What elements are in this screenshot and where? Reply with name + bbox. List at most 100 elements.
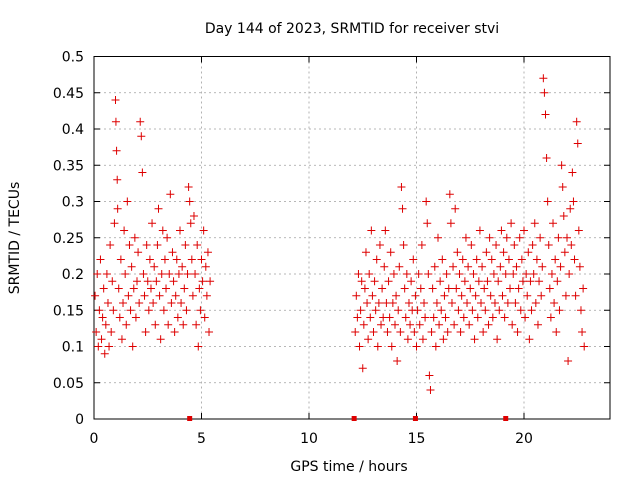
data-point	[445, 190, 454, 199]
data-point	[127, 262, 136, 271]
data-point	[107, 328, 116, 336]
data-point	[141, 328, 150, 336]
data-point	[185, 197, 194, 206]
data-point	[133, 277, 141, 286]
data-point	[153, 241, 162, 249]
data-point	[542, 154, 551, 162]
data-point	[446, 219, 455, 228]
data-point	[199, 226, 208, 235]
data-point	[154, 204, 163, 213]
y-tick-label: 0.05	[53, 376, 84, 392]
data-point	[384, 277, 393, 286]
data-point	[187, 255, 196, 264]
data-point	[569, 197, 578, 206]
data-point	[116, 255, 125, 264]
data-point	[91, 291, 100, 300]
data-point	[356, 306, 365, 315]
plot-border	[93, 56, 611, 420]
data-point	[171, 291, 180, 300]
data-point	[205, 328, 214, 336]
data-point	[106, 241, 115, 249]
data-point	[427, 328, 436, 336]
data-point	[155, 291, 164, 300]
data-point	[380, 262, 389, 271]
data-point	[487, 255, 496, 264]
data-point	[95, 306, 104, 315]
data-point	[410, 328, 419, 336]
data-point	[515, 233, 524, 242]
data-point	[565, 270, 574, 278]
data-point	[434, 233, 442, 242]
data-point	[553, 277, 562, 286]
data-point	[198, 277, 207, 286]
data-point	[126, 306, 135, 315]
data-point	[541, 110, 550, 119]
data-point	[152, 277, 161, 286]
data-point	[186, 219, 195, 228]
data-point	[103, 299, 112, 307]
data-point	[457, 291, 466, 300]
data-point	[574, 226, 583, 235]
data-point	[383, 328, 392, 336]
data-point	[498, 291, 507, 300]
data-point	[134, 248, 143, 257]
data-point	[411, 291, 420, 300]
data-point	[510, 241, 519, 249]
data-point	[438, 255, 447, 264]
data-point	[100, 349, 109, 358]
data-point	[381, 226, 390, 235]
y-tick-label: 0.3	[62, 195, 84, 211]
data-point	[128, 342, 137, 351]
data-point	[549, 219, 558, 228]
y-tick-label: 0.15	[53, 303, 84, 319]
data-point	[531, 299, 540, 307]
data-point	[469, 270, 478, 278]
data-point	[447, 299, 456, 307]
data-point	[425, 371, 434, 380]
data-point	[524, 248, 533, 257]
data-point	[566, 204, 575, 213]
data-point	[403, 335, 412, 344]
data-point	[144, 306, 153, 315]
data-point	[517, 255, 526, 264]
data-point	[484, 320, 493, 329]
data-point	[129, 284, 138, 293]
data-point	[196, 306, 205, 315]
data-point	[489, 270, 498, 278]
data-point	[503, 299, 512, 307]
data-point	[386, 248, 395, 257]
data-point	[157, 270, 166, 278]
data-point	[385, 313, 394, 322]
data-point	[178, 262, 187, 271]
data-point	[201, 262, 210, 271]
data-point	[97, 335, 106, 344]
data-point	[99, 284, 108, 293]
data-point	[451, 204, 460, 213]
data-point	[96, 255, 105, 264]
data-point	[557, 161, 566, 170]
data-point	[92, 328, 101, 336]
data-point	[164, 320, 173, 329]
data-point	[426, 386, 435, 394]
data-point	[551, 255, 560, 264]
y-tick-label: 0.25	[53, 231, 84, 247]
data-point	[465, 320, 474, 329]
data-point	[474, 277, 483, 286]
data-point	[422, 197, 431, 206]
gap-markers	[187, 416, 509, 421]
data-point	[131, 313, 140, 322]
data-point	[440, 291, 449, 300]
data-point	[149, 299, 158, 307]
data-point	[533, 320, 542, 329]
gap-marker	[503, 416, 509, 421]
data-point	[559, 212, 568, 220]
data-point	[392, 291, 401, 300]
data-point	[480, 284, 489, 293]
data-point	[567, 241, 576, 249]
data-point	[400, 284, 409, 293]
data-point	[573, 139, 582, 148]
data-point	[193, 241, 202, 249]
data-point	[536, 233, 545, 242]
data-point	[511, 299, 520, 307]
